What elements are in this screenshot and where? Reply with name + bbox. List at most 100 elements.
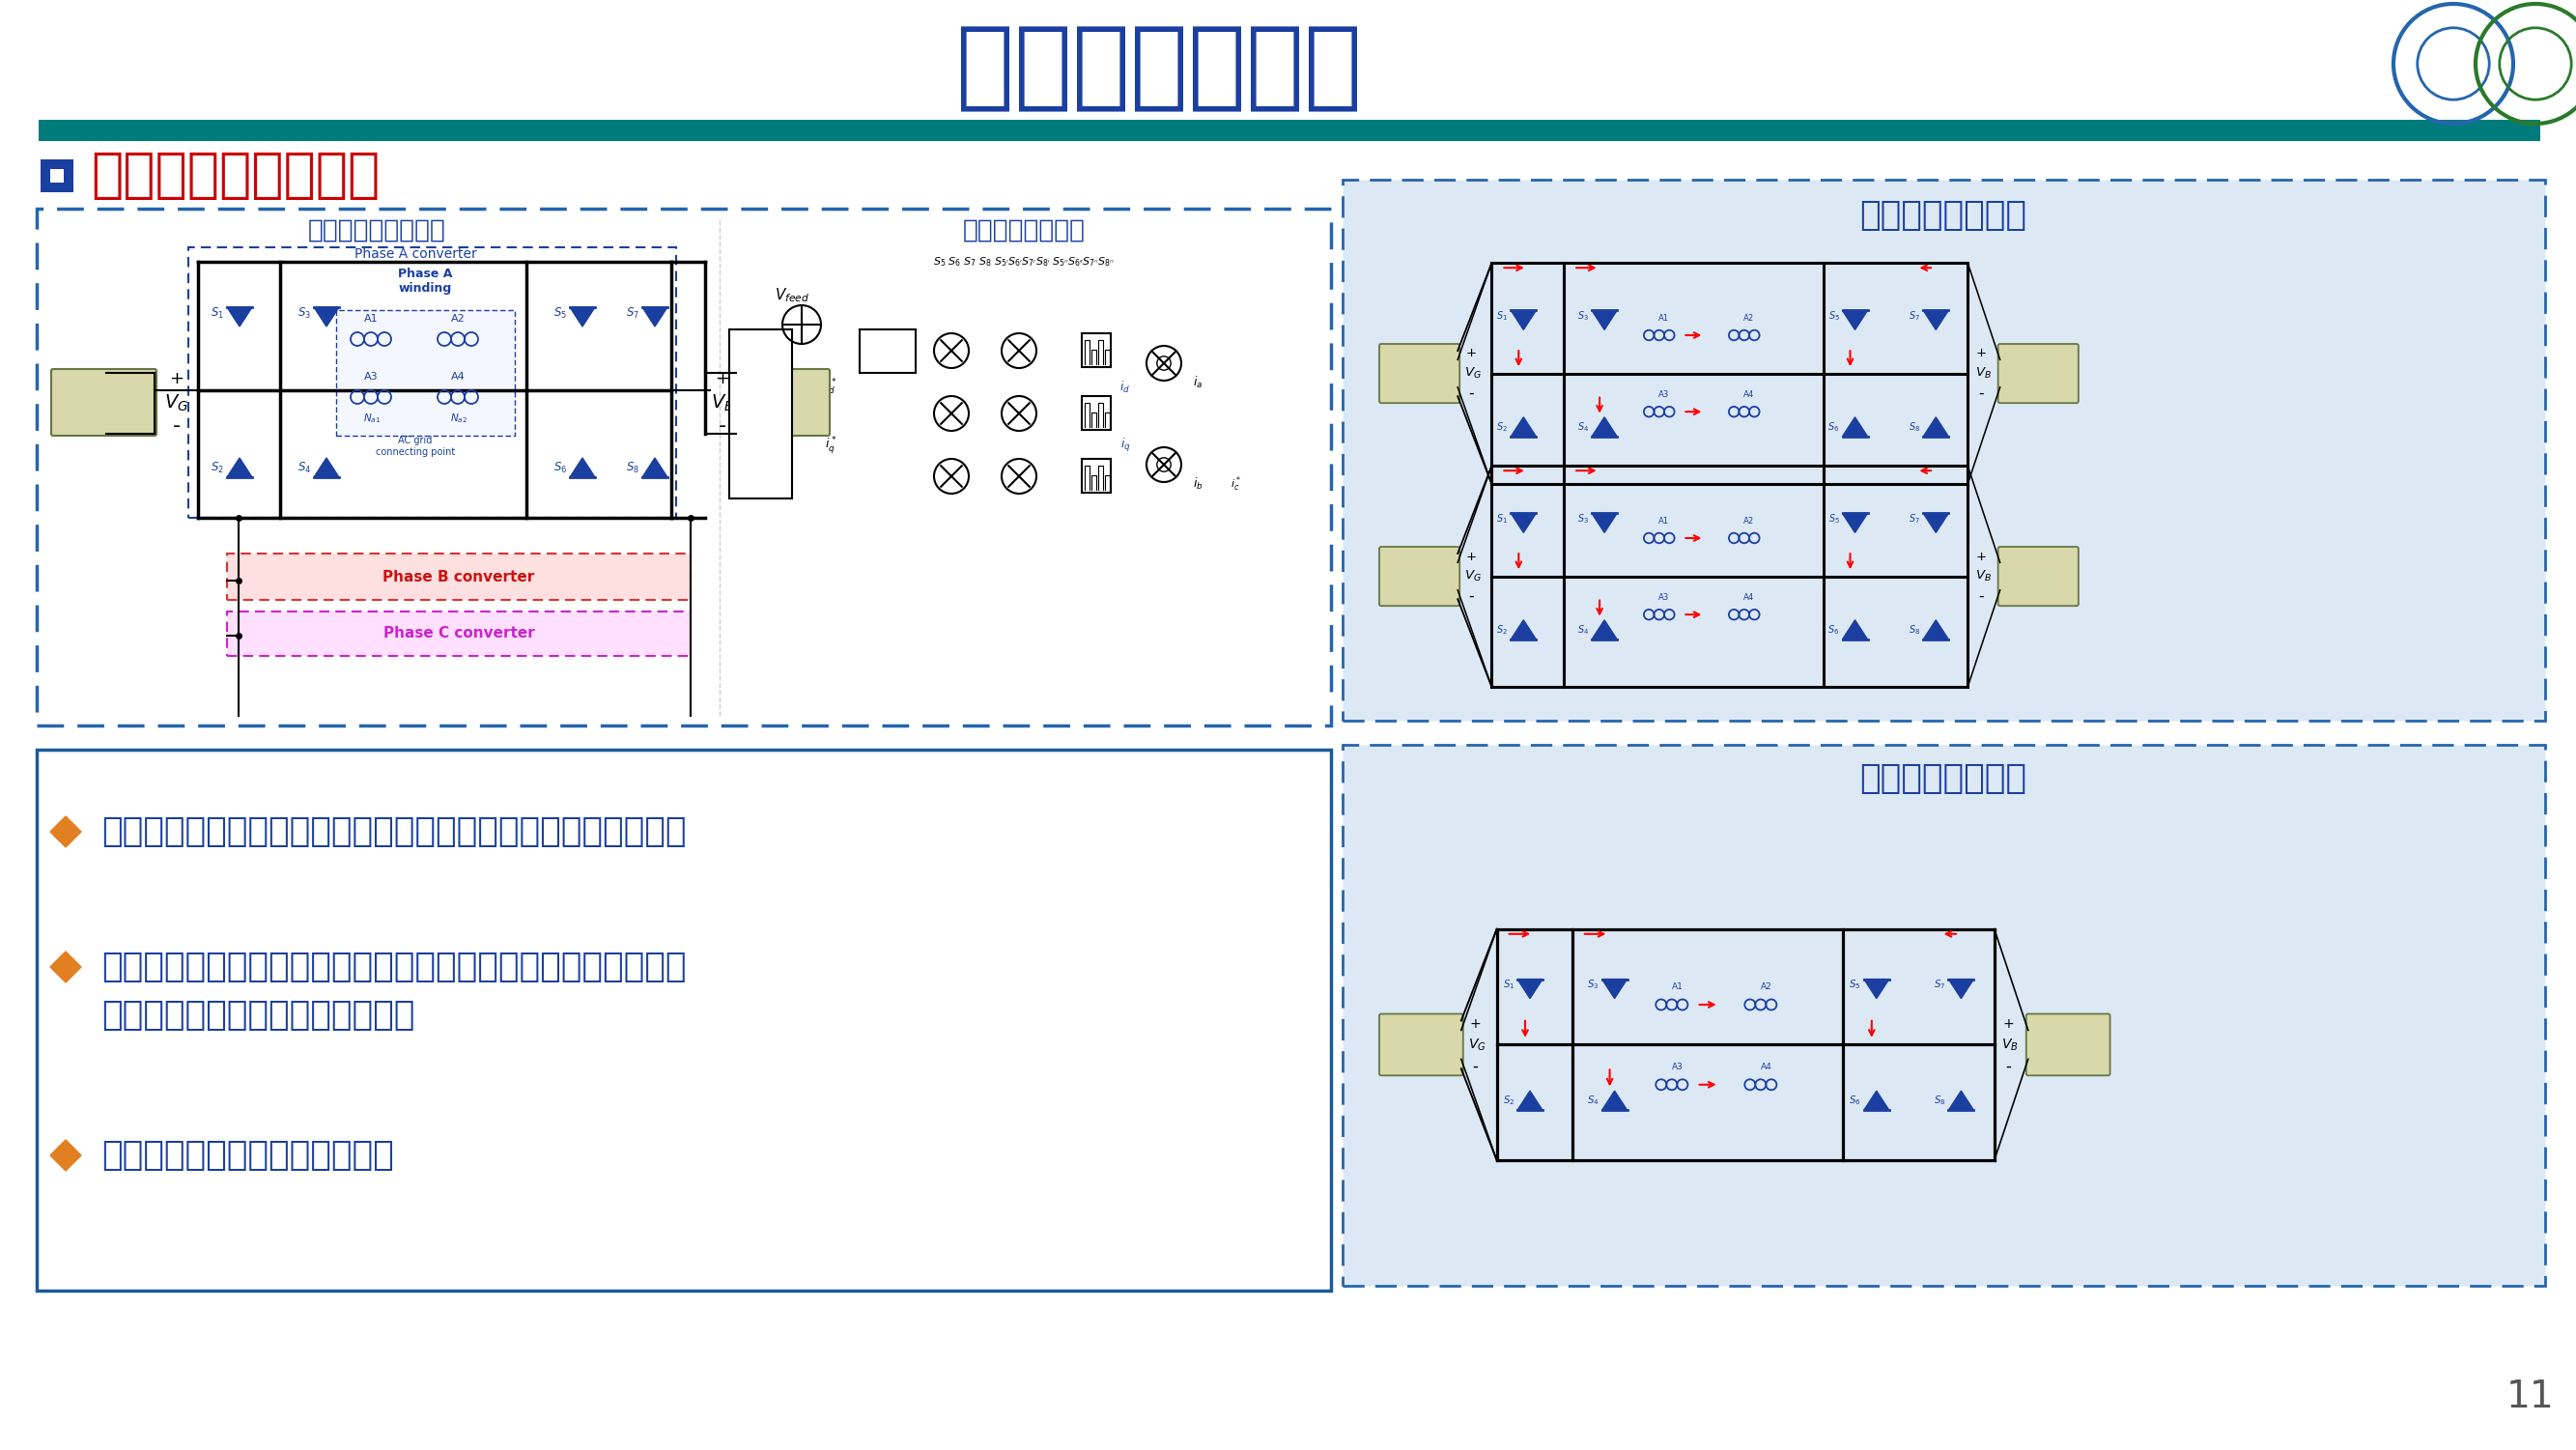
Text: $V_B$: $V_B$ (711, 393, 734, 413)
Text: PLL: PLL (744, 405, 775, 422)
FancyBboxPatch shape (1999, 344, 2079, 403)
Polygon shape (1924, 418, 1947, 436)
Text: AC grid
connecting point: AC grid connecting point (376, 436, 456, 457)
Bar (1342, 745, 2545, 1286)
Polygon shape (49, 816, 80, 847)
Text: $V_G$: $V_G$ (1463, 367, 1481, 381)
Text: $S_1$: $S_1$ (1497, 512, 1507, 526)
Text: $V_B$: $V_B$ (1976, 367, 1991, 381)
Text: Phase A converter: Phase A converter (353, 248, 477, 261)
Text: $S_6$: $S_6$ (1850, 1093, 1860, 1108)
Text: -: - (1978, 386, 1984, 400)
Text: 定子绕组分裂式结构，具有灵活的绕组串、并联能力，适应低速: 定子绕组分裂式结构，具有灵活的绕组串、并联能力，适应低速 (100, 951, 685, 983)
Text: Generator: Generator (1399, 370, 1440, 378)
Text: $S_8$: $S_8$ (626, 460, 639, 474)
Text: A4: A4 (1744, 390, 1754, 399)
Bar (36, 209, 1332, 725)
Text: $V_G$: $V_G$ (1468, 1037, 1486, 1053)
Polygon shape (569, 307, 595, 326)
Text: Generator: Generator (1399, 571, 1440, 580)
Text: A3: A3 (363, 371, 379, 381)
Text: $S_2$: $S_2$ (1497, 420, 1507, 434)
Polygon shape (1512, 418, 1535, 436)
Text: 变绕组三端口变换器: 变绕组三端口变换器 (90, 149, 379, 202)
Text: Generator: Generator (1399, 1040, 1443, 1048)
Polygon shape (1512, 621, 1535, 639)
Text: A4: A4 (1759, 1063, 1772, 1072)
Text: $S_3$: $S_3$ (296, 306, 312, 320)
Text: Battery
bank: Battery bank (2022, 364, 2053, 383)
Polygon shape (1602, 979, 1628, 999)
Text: PI: PI (878, 344, 896, 358)
Text: sinθ: sinθ (765, 470, 791, 483)
Text: $S_3$: $S_3$ (1577, 512, 1589, 526)
Text: $S_7$: $S_7$ (626, 306, 639, 320)
Polygon shape (1592, 513, 1618, 532)
FancyBboxPatch shape (2027, 1014, 2110, 1076)
Text: 11: 11 (2506, 1379, 2555, 1415)
Text: sinθ: sinθ (765, 345, 791, 357)
Bar (36, 750, 1332, 1291)
Text: $S_5$: $S_5$ (1829, 310, 1839, 323)
Text: +: + (1466, 550, 1476, 563)
Text: 变绕组三端口变换器: 变绕组三端口变换器 (307, 219, 446, 244)
Text: A3: A3 (1672, 1063, 1682, 1072)
Text: +: + (1976, 550, 1986, 563)
FancyBboxPatch shape (1999, 547, 2079, 606)
Text: $S_6$: $S_6$ (1829, 624, 1839, 637)
Text: $i_c^*$: $i_c^*$ (1231, 474, 1242, 493)
Text: $i^*_q$: $i^*_q$ (824, 435, 837, 455)
Text: -: - (1978, 589, 1984, 603)
Text: -: - (1468, 386, 1473, 400)
Text: +: + (2002, 1016, 2014, 1031)
Bar (1082, 334, 1110, 367)
Text: $S_3$: $S_3$ (1577, 310, 1589, 323)
Text: +: + (1466, 348, 1476, 360)
Text: $S_4$: $S_4$ (1577, 624, 1589, 637)
Text: $S_5$: $S_5$ (554, 306, 567, 320)
Text: A2: A2 (1759, 983, 1772, 992)
Text: A4: A4 (1744, 593, 1754, 602)
Polygon shape (1924, 513, 1947, 532)
Text: A2: A2 (451, 315, 464, 323)
Text: Phase C converter: Phase C converter (384, 626, 533, 641)
Text: A4: A4 (451, 371, 464, 381)
Text: $S_1$: $S_1$ (1502, 979, 1515, 992)
Text: A1: A1 (363, 315, 379, 323)
Bar (729, 329, 791, 499)
Bar (41, 160, 72, 193)
Polygon shape (1947, 1090, 1973, 1111)
Text: $S_2$: $S_2$ (1497, 624, 1507, 637)
FancyBboxPatch shape (1378, 547, 1461, 606)
Text: -: - (1468, 589, 1473, 603)
Text: $N_{a1}$: $N_{a1}$ (363, 412, 381, 425)
Text: $i_a$: $i_a$ (1193, 374, 1203, 390)
Text: $S_5\ S_6\ S_7\ S_8\ S_{5^{\prime}}S_{6^{\prime}}S_{7^{\prime}}S_{8^{\prime}}\ S: $S_5\ S_6\ S_7\ S_8\ S_{5^{\prime}}S_{6^… (933, 255, 1115, 268)
Text: $S_4$: $S_4$ (1587, 1093, 1600, 1108)
Polygon shape (1512, 513, 1535, 532)
Text: A2: A2 (1744, 516, 1754, 525)
Text: Phase A
winding: Phase A winding (397, 268, 453, 294)
Text: $S_7$: $S_7$ (1909, 512, 1922, 526)
Polygon shape (569, 458, 595, 477)
Bar (1082, 396, 1110, 429)
Text: A1: A1 (1672, 983, 1682, 992)
Polygon shape (1602, 1090, 1628, 1111)
Text: $N_{a2}$: $N_{a2}$ (451, 412, 466, 425)
Text: $S_5$: $S_5$ (1829, 512, 1839, 526)
Text: $i_b$: $i_b$ (1193, 476, 1203, 492)
Polygon shape (1924, 621, 1947, 639)
Text: 和高速运行下不同功率的运行需求: 和高速运行下不同功率的运行需求 (100, 999, 415, 1032)
Text: -: - (2007, 1057, 2012, 1074)
Text: A1: A1 (1659, 315, 1669, 323)
Text: 串联绕组励磁模式: 串联绕组励磁模式 (1860, 199, 2027, 232)
Text: $S_7$: $S_7$ (1935, 979, 1945, 992)
Text: +: + (716, 370, 729, 387)
Text: $S_2$: $S_2$ (1502, 1093, 1515, 1108)
Text: $S_4$: $S_4$ (296, 460, 312, 474)
Polygon shape (1512, 310, 1535, 329)
FancyBboxPatch shape (1378, 1014, 1463, 1076)
Text: $S_1$: $S_1$ (1497, 310, 1507, 323)
Polygon shape (227, 458, 252, 477)
Text: Phase B converter: Phase B converter (384, 570, 536, 584)
